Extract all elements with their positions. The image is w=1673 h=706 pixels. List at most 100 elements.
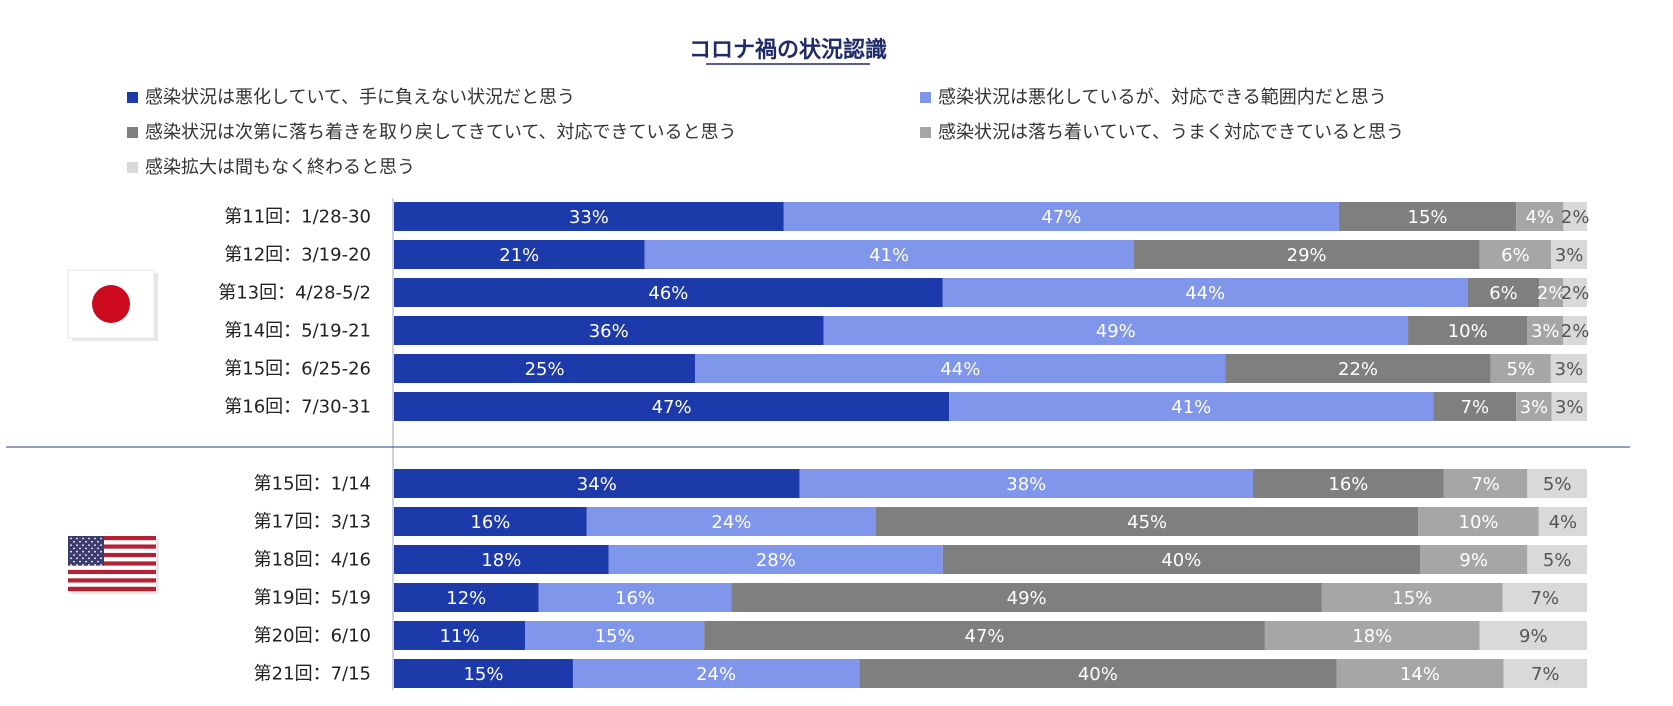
bar-segment [394,354,696,383]
bar-segment [1563,278,1587,307]
bar-segment [572,659,860,688]
bar-segment [1527,469,1587,498]
legend-label: 感染状況は次第に落ち着きを取り戻してきていて、対応できていると思う [145,122,736,143]
data-label: 5% [1543,550,1572,571]
data-label: 7% [1461,397,1490,418]
data-label: 4% [1549,512,1578,533]
data-label: 15% [595,626,635,647]
legend-swatch [920,92,931,103]
data-label: 3% [1555,245,1584,266]
bar-segment [1503,659,1587,688]
bar-segment [1418,507,1539,536]
data-label: 15% [1392,588,1432,609]
bar-segment [394,545,609,574]
data-label: 7% [1471,474,1500,495]
data-label: 40% [1078,664,1118,685]
flags [67,269,159,594]
data-label: 22% [1338,359,1378,380]
bar-segment [1563,316,1587,345]
bar-segment [1550,354,1587,383]
bar-segment [538,583,732,612]
data-label: 29% [1287,245,1327,266]
bar-segment [1551,240,1587,269]
data-label: 6% [1489,283,1518,304]
bar-segment [1516,392,1552,421]
bar-segment [1419,545,1528,574]
bar-segment [942,278,1468,307]
legend-label: 感染状況は落ち着いていて、うまく対応できていると思う [938,122,1404,143]
bar-segment [949,392,1434,421]
bar-segment [1502,583,1587,612]
data-label: 11% [440,626,480,647]
bar-segment [394,316,824,345]
bar-segment [1551,392,1587,421]
data-label: 16% [1328,474,1368,495]
bar-segment [1527,545,1587,574]
data-label: 49% [1007,588,1047,609]
data-label: 41% [1171,397,1211,418]
data-label: 41% [869,245,909,266]
row-label: 第16回：7/30-31 [224,397,371,418]
data-label: 49% [1096,321,1136,342]
row-labels: 第11回：1/28-30 第12回：3/19-20 第13回：4/28-5/2 第14… [218,207,371,685]
data-label: 40% [1161,550,1201,571]
data-label: 24% [696,664,736,685]
data-label: 25% [525,359,565,380]
row-label: 第18回：4/16 [254,550,371,571]
data-label: 7% [1531,588,1560,609]
data-label: 16% [470,512,510,533]
bar-segment [1443,469,1528,498]
row-label: 第15回：1/14 [254,474,371,495]
legend-label: 感染拡大は間もなく終わると思う [145,157,415,178]
bar-segment [586,507,877,536]
bar-segment [1336,659,1504,688]
data-label: 3% [1520,397,1549,418]
bar-segment [394,202,784,231]
data-label: 10% [1448,321,1488,342]
chart-title: コロナ禍の状況認識 [689,37,887,63]
data-label: 18% [1352,626,1392,647]
data-label: 45% [1127,512,1167,533]
bar-segment [525,621,705,650]
bar-segment [1538,507,1587,536]
bar-segment [823,316,1409,345]
legend-label: 感染状況は悪化しているが、対応できる範囲内だと思う [938,87,1387,108]
data-label: 2% [1537,283,1566,304]
bar-segment [731,583,1322,612]
bar-segment [1563,202,1587,231]
bar-segment [1225,354,1491,383]
bar-segment [644,240,1134,269]
row-label: 第17回：3/13 [254,512,371,533]
data-label: 6% [1501,245,1530,266]
bar-segment [1539,278,1564,307]
data-label: 47% [1041,207,1081,228]
data-label: 9% [1519,626,1548,647]
bar-segment [394,659,573,688]
data-label: 28% [756,550,796,571]
bar-segment [1479,621,1587,650]
data-label: 5% [1543,474,1572,495]
data-label: 7% [1531,664,1560,685]
data-label: 15% [463,664,503,685]
bar-segment [394,392,950,421]
bar-segment [1479,240,1552,269]
data-label: 3% [1531,321,1560,342]
data-label: 10% [1459,512,1499,533]
bar-segment [876,507,1419,536]
bar-segment [1252,469,1444,498]
bar-segment [608,545,943,574]
data-label: 14% [1400,664,1440,685]
bar-segment [695,354,1226,383]
bar-segment [783,202,1339,231]
data-label: 5% [1506,359,1535,380]
bars: 33% 47% 15% 4% 2%21% 41% 29% 6% 3%46% 44% 6% 2%2%36… [394,202,1589,688]
bar-segment [394,278,943,307]
bar-segment [799,469,1253,498]
bar-segment [394,507,587,536]
bar-segment [1264,621,1480,650]
row-label: 第14回：5/19-21 [224,321,371,342]
bar-segment [1516,202,1564,231]
bar-segment [394,240,645,269]
legend-swatch [127,162,138,173]
data-label: 38% [1006,474,1046,495]
